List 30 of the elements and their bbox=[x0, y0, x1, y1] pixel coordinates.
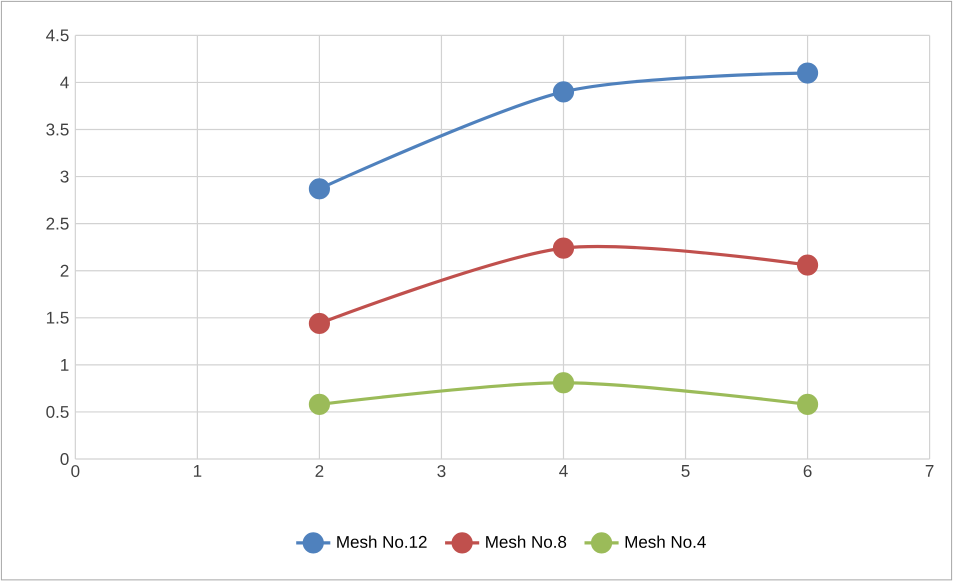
x-tick-label: 5 bbox=[681, 464, 690, 477]
point bbox=[308, 178, 330, 200]
y-tick-label: 0.5 bbox=[46, 406, 69, 418]
x-tick-label: 2 bbox=[316, 464, 324, 477]
point bbox=[796, 62, 818, 84]
point bbox=[308, 312, 330, 334]
y-tick-label: 4 bbox=[60, 76, 69, 88]
legend-label: Mesh No.12 bbox=[337, 535, 427, 548]
y-tick-label: 2.5 bbox=[46, 218, 69, 230]
y-tick-label: 0 bbox=[60, 452, 69, 465]
x-tick-label: 3 bbox=[437, 464, 446, 477]
x-tick-label: 7 bbox=[926, 464, 934, 477]
legend-label: Mesh No.4 bbox=[626, 535, 706, 548]
y-tick-label: 4.5 bbox=[46, 29, 69, 42]
point bbox=[308, 394, 330, 415]
y-tick-label: 1 bbox=[61, 358, 68, 371]
y-tick-label: 3.5 bbox=[46, 123, 69, 136]
point bbox=[552, 237, 574, 259]
x-tick-label: 6 bbox=[804, 464, 812, 477]
x-tick-label: 4 bbox=[559, 464, 568, 477]
y-tick-label: 3 bbox=[60, 170, 69, 182]
legend-label: Mesh No.8 bbox=[486, 535, 566, 548]
point bbox=[552, 81, 574, 102]
y-tick-label: 2 bbox=[60, 264, 68, 277]
point bbox=[796, 254, 818, 276]
point bbox=[552, 372, 574, 394]
point bbox=[796, 394, 818, 415]
y-tick-label: 1.5 bbox=[46, 312, 69, 324]
x-tick-label: 1 bbox=[194, 464, 202, 477]
x-tick-label: 0 bbox=[71, 464, 80, 477]
